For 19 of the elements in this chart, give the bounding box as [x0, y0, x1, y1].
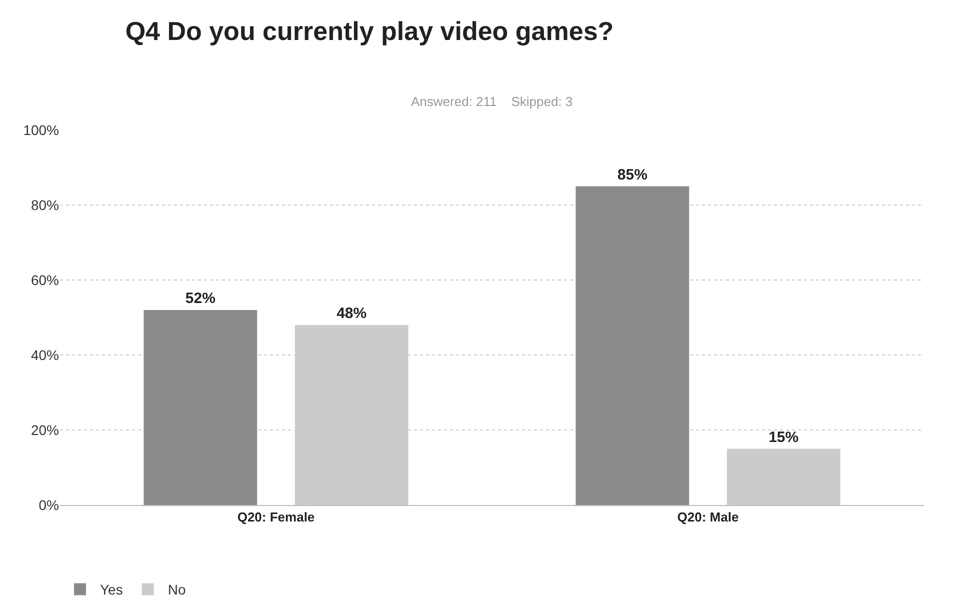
legend-label: No [168, 582, 186, 598]
x-tick-label: Q20: Female [237, 510, 315, 525]
data-label: 48% [336, 305, 367, 322]
bar [576, 186, 690, 505]
data-label: 15% [768, 428, 799, 446]
legend-label: Yes [100, 582, 123, 598]
data-label: 85% [617, 166, 648, 184]
chart-title: Q4 Do you currently play video games? [125, 16, 614, 46]
chart-subtitle: Answered: 211 Skipped: 3 [411, 94, 573, 109]
bar [726, 448, 840, 505]
y-tick-label: 40% [30, 346, 59, 363]
bar [144, 310, 258, 505]
y-tick-label: 100% [23, 122, 59, 138]
y-tick-label: 80% [30, 196, 59, 213]
y-tick-label: 60% [30, 272, 59, 288]
y-tick-label: 0% [38, 496, 59, 513]
x-tick-label: Q20: Male [677, 510, 739, 525]
data-label: 52% [185, 290, 216, 307]
y-tick-label: 20% [30, 422, 59, 438]
